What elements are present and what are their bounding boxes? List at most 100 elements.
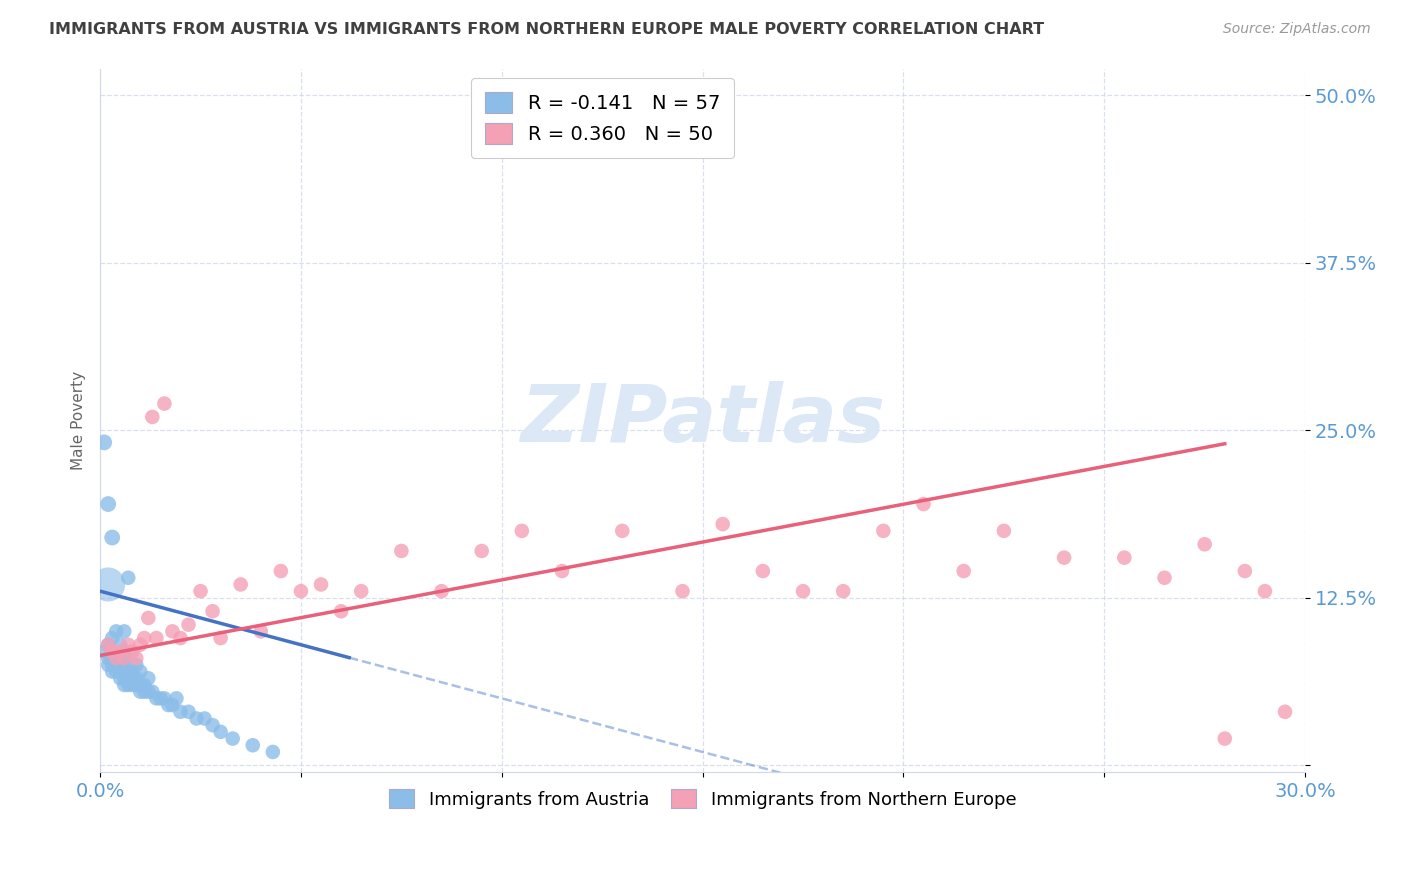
Point [136, 611, 159, 625]
Point [162, 624, 184, 639]
Point [136, 671, 159, 685]
Point [193, 711, 215, 725]
Point [145, 691, 167, 706]
Point [108, 651, 131, 665]
Point [97, 638, 120, 652]
Point [112, 657, 135, 672]
Point [125, 651, 148, 665]
Point [97, 638, 120, 652]
Point [262, 745, 284, 759]
Point [209, 631, 232, 645]
Point [125, 671, 148, 685]
Point [108, 638, 131, 652]
Point [121, 665, 143, 679]
Text: Source: ZipAtlas.com: Source: ZipAtlas.com [1223, 22, 1371, 37]
Point [1233, 564, 1256, 578]
Point [832, 584, 855, 599]
Point [97, 577, 120, 591]
Point [112, 624, 135, 639]
Point [249, 624, 271, 639]
Point [162, 698, 184, 712]
Point [129, 678, 152, 692]
Point [330, 604, 353, 618]
Point [97, 657, 120, 672]
Point [190, 584, 212, 599]
Point [551, 564, 574, 578]
Point [993, 524, 1015, 538]
Point [201, 604, 224, 618]
Point [153, 691, 176, 706]
Point [872, 524, 894, 538]
Point [912, 497, 935, 511]
Point [105, 651, 128, 665]
Point [752, 564, 775, 578]
Point [93, 435, 115, 450]
Point [430, 584, 453, 599]
Point [1194, 537, 1216, 551]
Point [117, 678, 139, 692]
Point [177, 617, 200, 632]
Point [134, 678, 156, 692]
Point [129, 638, 152, 652]
Point [169, 631, 191, 645]
Point [1153, 571, 1175, 585]
Point [117, 665, 139, 679]
Point [134, 684, 156, 698]
Point [389, 544, 412, 558]
Point [101, 531, 124, 545]
Point [309, 577, 332, 591]
Point [145, 631, 167, 645]
Point [112, 678, 135, 692]
Point [112, 671, 135, 685]
Point [117, 638, 139, 652]
Point [165, 691, 187, 706]
Point [121, 644, 143, 658]
Point [108, 665, 131, 679]
Point [112, 644, 135, 658]
Point [105, 624, 128, 639]
Point [112, 651, 135, 665]
Point [149, 691, 172, 706]
Point [117, 671, 139, 685]
Point [105, 657, 128, 672]
Point [108, 644, 131, 658]
Point [101, 631, 124, 645]
Point [186, 711, 208, 725]
Point [1114, 550, 1136, 565]
Point [229, 577, 252, 591]
Point [952, 564, 974, 578]
Point [125, 678, 148, 692]
Point [97, 651, 120, 665]
Point [112, 651, 135, 665]
Point [1254, 584, 1277, 599]
Point [270, 564, 292, 578]
Point [108, 671, 131, 685]
Point [125, 657, 148, 672]
Point [169, 705, 191, 719]
Point [510, 524, 533, 538]
Point [101, 665, 124, 679]
Point [93, 644, 115, 658]
Legend: Immigrants from Austria, Immigrants from Northern Europe: Immigrants from Austria, Immigrants from… [382, 781, 1024, 816]
Point [157, 698, 180, 712]
Text: IMMIGRANTS FROM AUSTRIA VS IMMIGRANTS FROM NORTHERN EUROPE MALE POVERTY CORRELAT: IMMIGRANTS FROM AUSTRIA VS IMMIGRANTS FR… [49, 22, 1045, 37]
Point [201, 718, 224, 732]
Point [290, 584, 312, 599]
Point [153, 396, 176, 410]
Point [101, 657, 124, 672]
Point [129, 684, 152, 698]
Text: ZIPatlas: ZIPatlas [520, 381, 886, 459]
Point [792, 584, 814, 599]
Point [121, 678, 143, 692]
Point [121, 671, 143, 685]
Point [101, 644, 124, 658]
Point [1274, 705, 1296, 719]
Point [242, 739, 264, 753]
Point [1213, 731, 1236, 746]
Point [129, 665, 152, 679]
Point [108, 657, 131, 672]
Y-axis label: Male Poverty: Male Poverty [72, 371, 86, 470]
Point [141, 684, 163, 698]
Point [209, 724, 232, 739]
Point [471, 544, 494, 558]
